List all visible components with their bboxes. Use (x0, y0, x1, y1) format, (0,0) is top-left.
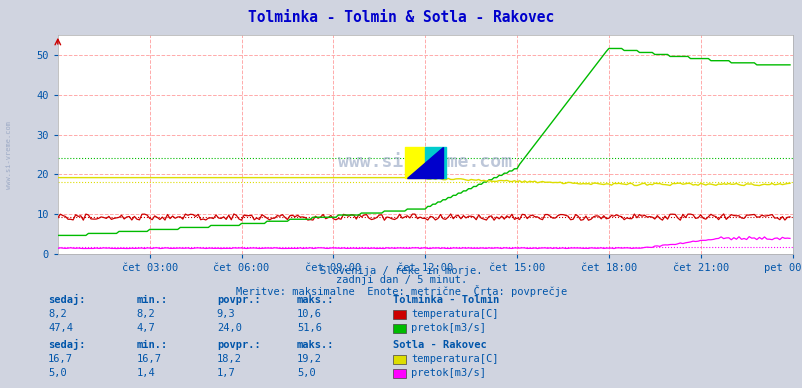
Text: 24,0: 24,0 (217, 322, 241, 333)
Text: pretok[m3/s]: pretok[m3/s] (411, 322, 485, 333)
Text: povpr.:: povpr.: (217, 340, 260, 350)
Text: maks.:: maks.: (297, 340, 334, 350)
Text: 8,2: 8,2 (48, 308, 67, 319)
Text: 1,4: 1,4 (136, 367, 155, 378)
Text: Meritve: maksimalne  Enote: metrične  Črta: povprečje: Meritve: maksimalne Enote: metrične Črta… (236, 285, 566, 297)
Text: min.:: min.: (136, 340, 168, 350)
Text: 51,6: 51,6 (297, 322, 322, 333)
Text: 9,3: 9,3 (217, 308, 235, 319)
Text: 16,7: 16,7 (48, 353, 73, 364)
Polygon shape (407, 147, 443, 178)
Text: temperatura[C]: temperatura[C] (411, 353, 498, 364)
Text: Sotla - Rakovec: Sotla - Rakovec (393, 340, 487, 350)
Text: temperatura[C]: temperatura[C] (411, 308, 498, 319)
Text: www.si-vreme.com: www.si-vreme.com (338, 153, 512, 171)
Text: 16,7: 16,7 (136, 353, 161, 364)
Text: 5,0: 5,0 (48, 367, 67, 378)
Text: povpr.:: povpr.: (217, 294, 260, 305)
Text: 5,0: 5,0 (297, 367, 315, 378)
Text: 10,6: 10,6 (297, 308, 322, 319)
Text: sedaj:: sedaj: (48, 294, 86, 305)
Text: pretok[m3/s]: pretok[m3/s] (411, 367, 485, 378)
Text: 47,4: 47,4 (48, 322, 73, 333)
Text: zadnji dan / 5 minut.: zadnji dan / 5 minut. (335, 275, 467, 286)
Text: maks.:: maks.: (297, 294, 334, 305)
Text: Tolminka - Tolmin: Tolminka - Tolmin (393, 294, 499, 305)
Text: Slovenija / reke in morje.: Slovenija / reke in morje. (320, 266, 482, 276)
Text: 19,2: 19,2 (297, 353, 322, 364)
Text: min.:: min.: (136, 294, 168, 305)
Text: Tolminka - Tolmin & Sotla - Rakovec: Tolminka - Tolmin & Sotla - Rakovec (248, 10, 554, 25)
Text: 1,7: 1,7 (217, 367, 235, 378)
Text: 8,2: 8,2 (136, 308, 155, 319)
Text: www.si-vreme.com: www.si-vreme.com (6, 121, 12, 189)
Text: 4,7: 4,7 (136, 322, 155, 333)
Text: 18,2: 18,2 (217, 353, 241, 364)
Text: sedaj:: sedaj: (48, 339, 86, 350)
